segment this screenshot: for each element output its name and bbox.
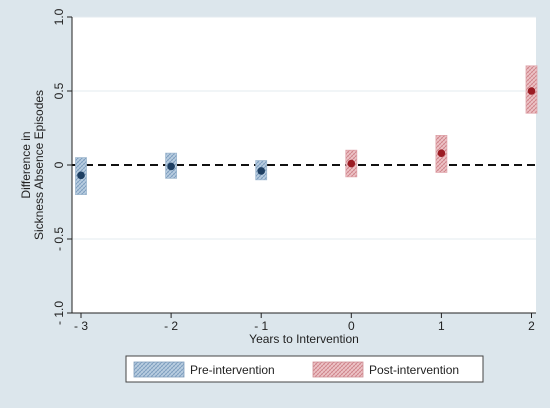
y-tick-label: - 0.5 bbox=[52, 227, 66, 251]
y-axis-label-line1: Difference in bbox=[19, 131, 33, 198]
x-tick-label: - 2 bbox=[164, 319, 178, 333]
chart-marks bbox=[75, 65, 538, 196]
legend-label-post: Post-intervention bbox=[369, 363, 459, 377]
point-estimate bbox=[167, 162, 175, 171]
point-estimate bbox=[77, 171, 85, 180]
legend-box bbox=[125, 355, 484, 383]
x-tick-label: - 3 bbox=[74, 319, 88, 333]
y-tick-label: - 1.0 bbox=[52, 301, 66, 325]
x-tick-label: 2 bbox=[528, 319, 535, 333]
legend-swatch-pre bbox=[133, 361, 185, 378]
y-tick-label: 0.5 bbox=[52, 82, 66, 99]
point-estimate bbox=[257, 167, 266, 175]
point-estimate bbox=[527, 87, 536, 95]
point-estimate bbox=[347, 159, 356, 168]
x-axis-label: Years to Intervention bbox=[249, 332, 359, 346]
x-tick-label: 0 bbox=[348, 319, 355, 333]
x-ticks: - 3 - 2 - 1 0 1 2 bbox=[74, 313, 535, 333]
y-axis-label-line2: Sickness Absence Episodes bbox=[32, 90, 46, 240]
plot-area bbox=[72, 17, 536, 313]
legend-swatch-post bbox=[312, 361, 364, 378]
y-tick-label: 1.0 bbox=[52, 8, 66, 25]
y-ticks: - 1.0 - 0.5 0 0.5 1.0 bbox=[52, 8, 72, 325]
x-tick-label: 1 bbox=[438, 319, 445, 333]
legend: Pre-intervention Post-intervention bbox=[125, 355, 484, 383]
x-tick-label: - 1 bbox=[254, 319, 268, 333]
y-tick-label: 0 bbox=[52, 161, 66, 168]
point-estimate bbox=[437, 149, 446, 157]
legend-label-pre: Pre-intervention bbox=[190, 363, 275, 377]
